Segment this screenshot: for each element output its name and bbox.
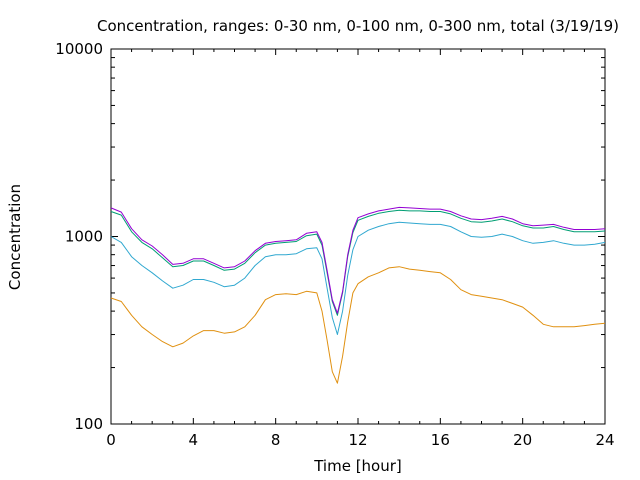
y-tick-label: 1000 [65,228,103,246]
x-tick-label: 0 [106,431,116,449]
y-axis-label: Concentration [6,184,24,290]
series-line-4 [110,206,606,314]
x-tick-label: 16 [431,431,450,449]
series-line-2 [110,221,606,335]
chart-title: Concentration, ranges: 0-30 nm, 0-100 nm… [97,17,619,35]
series-lines [110,206,606,384]
x-tick-label: 4 [189,431,199,449]
series-line-1 [110,266,606,384]
y-tick-label: 10000 [55,40,103,58]
x-tick-label: 8 [271,431,281,449]
x-tick-label: 20 [513,431,532,449]
x-tick-label: 12 [348,431,367,449]
axis-ticks: 0 4 8 12 16 20 24 100 1000 10000 [55,40,614,449]
x-axis-label: Time [hour] [313,457,402,475]
y-tick-label: 100 [74,415,103,433]
x-tick-label: 24 [595,431,614,449]
